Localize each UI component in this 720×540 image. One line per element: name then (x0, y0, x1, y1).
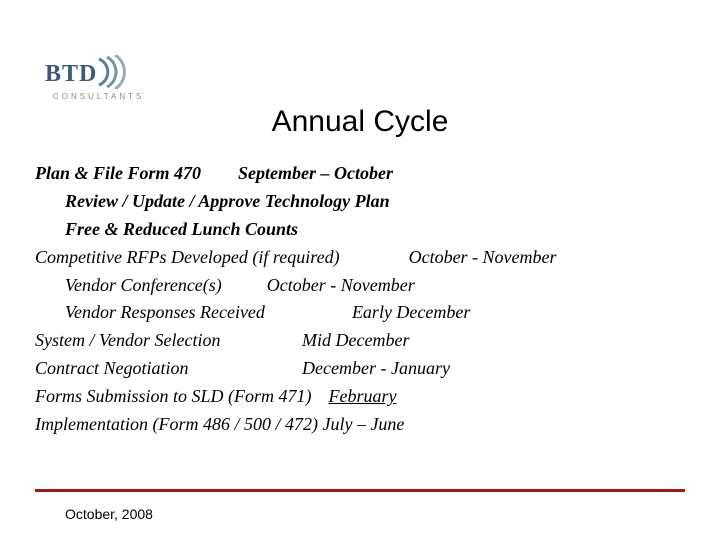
line-contract-neg: Contract Negotiation December - January (35, 355, 685, 383)
item-label: Contract Negotiation (35, 355, 265, 383)
item-date: October - November (409, 244, 557, 272)
line-forms-submission: Forms Submission to SLD (Form 471) Febru… (35, 383, 685, 411)
line-vendor-resp: Vendor Responses Received Early December (35, 299, 685, 327)
item-label: Vendor Responses Received (65, 299, 265, 327)
item-label: Competitive RFPs Developed (if required) (35, 244, 340, 272)
footer-date: October, 2008 (65, 506, 153, 522)
line-lunch-counts: Free & Reduced Lunch Counts (35, 216, 685, 244)
line-vendor-conf: Vendor Conference(s) October - November (35, 272, 685, 300)
logo: BTD CONSULTANTS (45, 55, 144, 101)
logo-text: BTD (45, 61, 97, 88)
logo-subtext: CONSULTANTS (53, 92, 144, 101)
logo-arcs-icon (95, 55, 141, 94)
content-block: Plan & File Form 470 September – October… (35, 160, 685, 439)
item-date: September – October (238, 160, 393, 188)
item-date: December - January (302, 355, 450, 383)
divider-rule (35, 489, 685, 492)
slide: BTD CONSULTANTS Annual Cycle Plan & File… (0, 0, 720, 540)
page-title: Annual Cycle (0, 105, 720, 139)
item-label: Vendor Conference(s) (65, 272, 222, 300)
item-date: February (329, 383, 397, 411)
item-date: Early December (352, 299, 470, 327)
line-plan-file: Plan & File Form 470 September – October (35, 160, 685, 188)
item-label: Forms Submission to SLD (Form 471) (35, 383, 312, 411)
item-date: October - November (267, 272, 415, 300)
line-review-plan: Review / Update / Approve Technology Pla… (35, 188, 685, 216)
line-system-selection: System / Vendor Selection Mid December (35, 327, 685, 355)
line-implementation: Implementation (Form 486 / 500 / 472) Ju… (35, 411, 685, 439)
item-label: Plan & File Form 470 (35, 160, 201, 188)
line-rfps: Competitive RFPs Developed (if required)… (35, 244, 685, 272)
item-date: Mid December (302, 327, 409, 355)
item-label: System / Vendor Selection (35, 327, 265, 355)
